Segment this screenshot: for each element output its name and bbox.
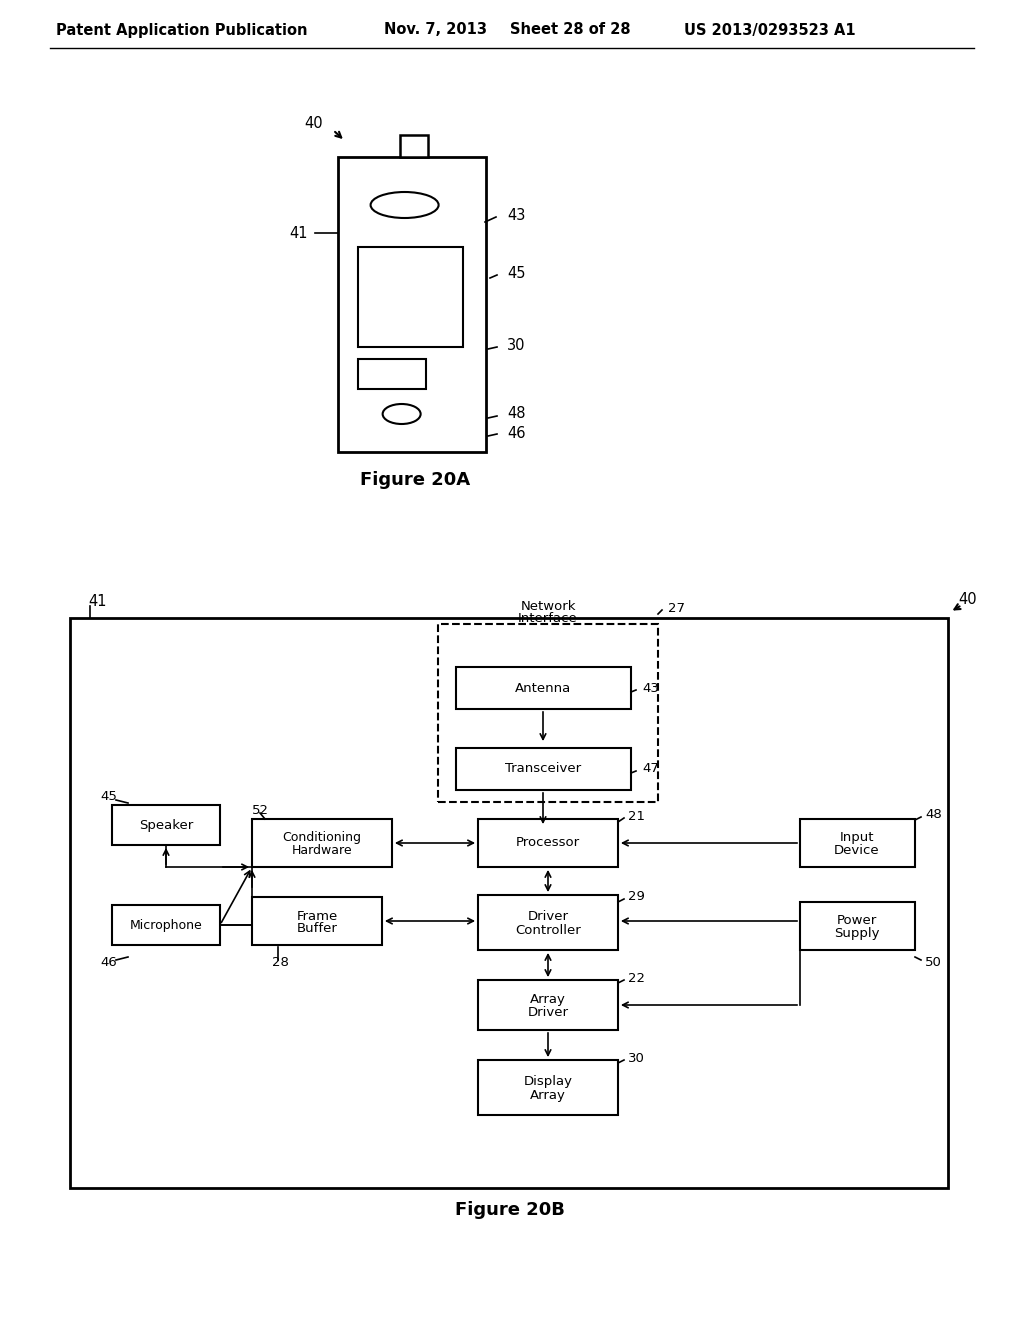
Bar bbox=[112, 805, 220, 845]
Bar bbox=[358, 247, 463, 347]
Text: Microphone: Microphone bbox=[130, 919, 203, 932]
Text: Device: Device bbox=[835, 843, 880, 857]
Text: Driver: Driver bbox=[527, 911, 568, 924]
Text: Interface: Interface bbox=[518, 612, 578, 626]
Bar bbox=[478, 895, 618, 950]
Text: Array: Array bbox=[530, 994, 566, 1006]
Text: 40: 40 bbox=[958, 593, 977, 607]
Text: 21: 21 bbox=[628, 809, 645, 822]
Text: Buffer: Buffer bbox=[297, 923, 338, 936]
Text: Figure 20A: Figure 20A bbox=[360, 471, 470, 488]
Bar bbox=[338, 157, 486, 451]
Text: 46: 46 bbox=[507, 425, 525, 441]
Text: Driver: Driver bbox=[527, 1006, 568, 1019]
Bar bbox=[70, 618, 948, 1188]
Bar bbox=[252, 818, 392, 867]
Text: 40: 40 bbox=[304, 116, 323, 131]
Text: Figure 20B: Figure 20B bbox=[455, 1201, 565, 1218]
Text: Transceiver: Transceiver bbox=[505, 763, 581, 776]
Bar bbox=[358, 359, 426, 389]
Text: Input: Input bbox=[840, 830, 874, 843]
Bar bbox=[478, 1060, 618, 1115]
Bar bbox=[438, 624, 658, 803]
Text: Frame: Frame bbox=[296, 909, 338, 923]
Text: Controller: Controller bbox=[515, 924, 581, 936]
Text: Power: Power bbox=[837, 913, 878, 927]
Text: Supply: Supply bbox=[835, 927, 880, 940]
Text: Processor: Processor bbox=[516, 837, 580, 850]
Text: 30: 30 bbox=[628, 1052, 645, 1064]
Text: Sheet 28 of 28: Sheet 28 of 28 bbox=[510, 22, 631, 37]
Bar bbox=[112, 906, 220, 945]
Text: Antenna: Antenna bbox=[515, 681, 571, 694]
Bar bbox=[456, 748, 631, 789]
Text: Nov. 7, 2013: Nov. 7, 2013 bbox=[384, 22, 486, 37]
Text: 46: 46 bbox=[100, 956, 117, 969]
Text: 45: 45 bbox=[100, 791, 117, 804]
Bar bbox=[800, 818, 915, 867]
Bar bbox=[400, 135, 428, 157]
Text: US 2013/0293523 A1: US 2013/0293523 A1 bbox=[684, 22, 856, 37]
Bar bbox=[252, 898, 382, 945]
Text: 45: 45 bbox=[507, 265, 525, 281]
Text: 41: 41 bbox=[290, 226, 308, 240]
Text: Speaker: Speaker bbox=[139, 818, 194, 832]
Text: 22: 22 bbox=[628, 972, 645, 985]
Text: 30: 30 bbox=[507, 338, 525, 352]
Text: Array: Array bbox=[530, 1089, 566, 1101]
Bar bbox=[800, 902, 915, 950]
Text: 43: 43 bbox=[507, 207, 525, 223]
Text: 29: 29 bbox=[628, 891, 645, 903]
Text: 52: 52 bbox=[252, 804, 269, 817]
Text: 41: 41 bbox=[88, 594, 106, 610]
Text: Network: Network bbox=[520, 599, 575, 612]
Text: 28: 28 bbox=[272, 956, 289, 969]
Text: 48: 48 bbox=[507, 407, 525, 421]
Text: Patent Application Publication: Patent Application Publication bbox=[56, 22, 308, 37]
Text: 27: 27 bbox=[668, 602, 685, 615]
Text: Conditioning: Conditioning bbox=[283, 830, 361, 843]
Text: 48: 48 bbox=[925, 808, 942, 821]
Bar bbox=[478, 979, 618, 1030]
Text: 47: 47 bbox=[642, 763, 658, 776]
Text: 50: 50 bbox=[925, 956, 942, 969]
Text: Hardware: Hardware bbox=[292, 843, 352, 857]
Bar bbox=[478, 818, 618, 867]
Text: 43: 43 bbox=[642, 681, 658, 694]
Bar bbox=[456, 667, 631, 709]
Text: Display: Display bbox=[523, 1076, 572, 1089]
